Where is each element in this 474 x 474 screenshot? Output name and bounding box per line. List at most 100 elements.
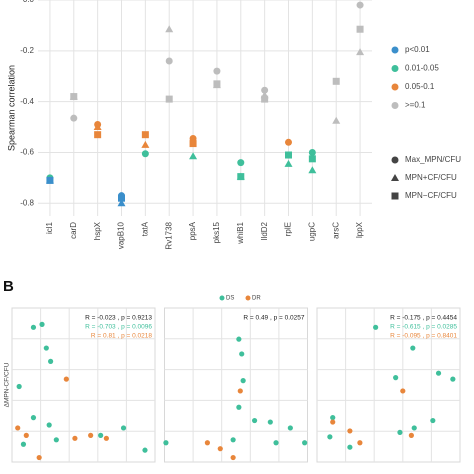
legend-swatch: [391, 156, 399, 164]
triangle-marker: [93, 123, 102, 131]
point: [39, 321, 45, 327]
legend-swatch: [245, 295, 251, 301]
point: [16, 383, 22, 390]
x-tick-label: rplE: [284, 222, 293, 236]
triangle-marker: [356, 48, 365, 56]
x-tick-label: carD: [69, 222, 78, 239]
annotation: R = -0.023 , p = 0.9213: [85, 315, 152, 322]
annotation: R = 0.81 , p = 0.0218: [91, 333, 152, 340]
panel-background: [11, 307, 156, 463]
square-marker: [94, 131, 102, 139]
square-marker: [285, 151, 292, 159]
legend-swatch: [219, 295, 225, 301]
point: [397, 429, 403, 435]
annotation: R = -0.095 , p = 0.8401: [390, 333, 457, 340]
circle-marker: [165, 57, 173, 65]
x-tick-label: lppX: [355, 221, 364, 238]
square-marker: [118, 194, 125, 202]
y-tick-label: -0.4: [20, 97, 34, 106]
point: [30, 324, 37, 330]
x-tick-label: tatA: [140, 221, 149, 236]
point: [240, 378, 246, 384]
square-marker: [165, 95, 173, 103]
point: [103, 435, 109, 441]
point: [88, 432, 94, 438]
y-tick-label: 0.0: [23, 0, 35, 4]
point: [330, 415, 336, 421]
x-tick-label: hspX: [93, 221, 102, 240]
point: [30, 415, 37, 421]
point: [43, 345, 49, 351]
point: [15, 425, 21, 431]
legend-swatch: [391, 102, 399, 109]
legend-swatch: [391, 174, 399, 181]
circle-marker: [70, 114, 78, 122]
point: [357, 440, 363, 446]
point: [287, 425, 293, 431]
point: [410, 345, 416, 351]
x-tick-label: whiB1: [236, 221, 245, 244]
x-tick-label: pks15: [212, 221, 221, 243]
point: [98, 432, 104, 438]
point: [217, 446, 223, 452]
legend-label: MPN+CF/CFU: [405, 173, 457, 182]
square-marker: [237, 173, 245, 181]
square-marker: [261, 95, 269, 103]
point: [408, 432, 414, 438]
point: [120, 425, 127, 431]
circle-marker: [237, 159, 245, 167]
point: [72, 435, 78, 441]
y-axis-label: ΔMPN-CF/CFU: [4, 362, 11, 407]
annotation: R = -0.175 , p = 0.4454: [390, 315, 457, 322]
point: [36, 454, 42, 461]
point: [327, 434, 333, 440]
panel-background: [164, 307, 308, 463]
x-tick-label: ugpC: [307, 222, 316, 241]
panel-background: [316, 307, 461, 463]
point: [236, 336, 242, 342]
triangle-marker: [165, 25, 174, 33]
annotation: R = -0.703 , p = 0.0096: [85, 324, 152, 331]
point: [236, 404, 242, 410]
point: [393, 375, 399, 381]
legend-label: Max_MPN/CFU: [405, 155, 461, 164]
point: [48, 358, 54, 364]
point: [46, 422, 52, 428]
triangle-marker: [308, 166, 317, 174]
circle-marker: [356, 1, 364, 9]
x-tick-label: arsC: [331, 222, 340, 239]
y-tick-label: -0.8: [20, 198, 34, 207]
legend-label: MPN−CF/CFU: [405, 191, 457, 200]
square-marker: [70, 93, 78, 101]
point: [204, 440, 210, 446]
point: [273, 440, 279, 446]
point: [347, 428, 353, 434]
triangle-marker: [332, 116, 341, 124]
point: [373, 324, 379, 330]
legend-swatch: [391, 83, 399, 91]
triangle-marker: [189, 152, 198, 160]
point: [251, 417, 258, 424]
point: [411, 425, 417, 431]
point: [435, 370, 442, 376]
square-marker: [356, 25, 364, 33]
annotation: R = -0.615 , p = 0.0285: [390, 324, 457, 331]
triangle-marker: [284, 159, 293, 167]
square-marker: [189, 140, 197, 148]
point: [23, 432, 29, 438]
square-marker: [141, 131, 149, 139]
legend-swatch: [391, 192, 399, 200]
circle-marker: [285, 138, 292, 146]
plot-background: [38, 0, 372, 216]
point: [400, 388, 406, 394]
point: [330, 419, 336, 425]
annotation: R = 0.49 , p = 0.0257: [243, 315, 304, 322]
legend-label: >=0.1: [405, 101, 426, 110]
y-axis-label: Spearman correlation: [6, 65, 16, 151]
panel-label: B: [3, 278, 14, 295]
point: [20, 441, 27, 447]
legend-swatch: [391, 46, 399, 54]
point: [63, 376, 69, 382]
circle-marker: [308, 148, 316, 156]
